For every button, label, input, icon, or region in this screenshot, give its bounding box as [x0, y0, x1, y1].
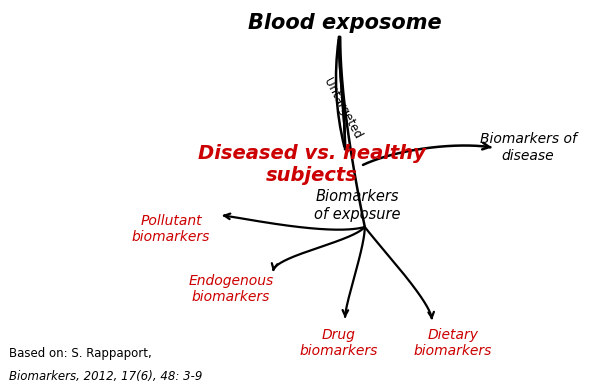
Text: Biomarkers
of exposure: Biomarkers of exposure: [314, 189, 400, 222]
Text: Untargeted: Untargeted: [321, 76, 364, 141]
Text: Drug
biomarkers: Drug biomarkers: [300, 328, 378, 359]
Text: Diseased vs. healthy
subjects: Diseased vs. healthy subjects: [198, 144, 426, 185]
Text: Pollutant
biomarkers: Pollutant biomarkers: [132, 214, 210, 244]
Text: Biomarkers, 2012, 17(6), 48: 3-9: Biomarkers, 2012, 17(6), 48: 3-9: [9, 370, 202, 383]
Text: Endogenous
biomarkers: Endogenous biomarkers: [188, 274, 274, 304]
Text: Blood exposome: Blood exposome: [248, 13, 442, 33]
Text: Dietary
biomarkers: Dietary biomarkers: [414, 328, 492, 359]
Text: Based on: S. Rappaport,: Based on: S. Rappaport,: [9, 346, 152, 360]
Text: Biomarkers of
disease: Biomarkers of disease: [479, 132, 577, 163]
